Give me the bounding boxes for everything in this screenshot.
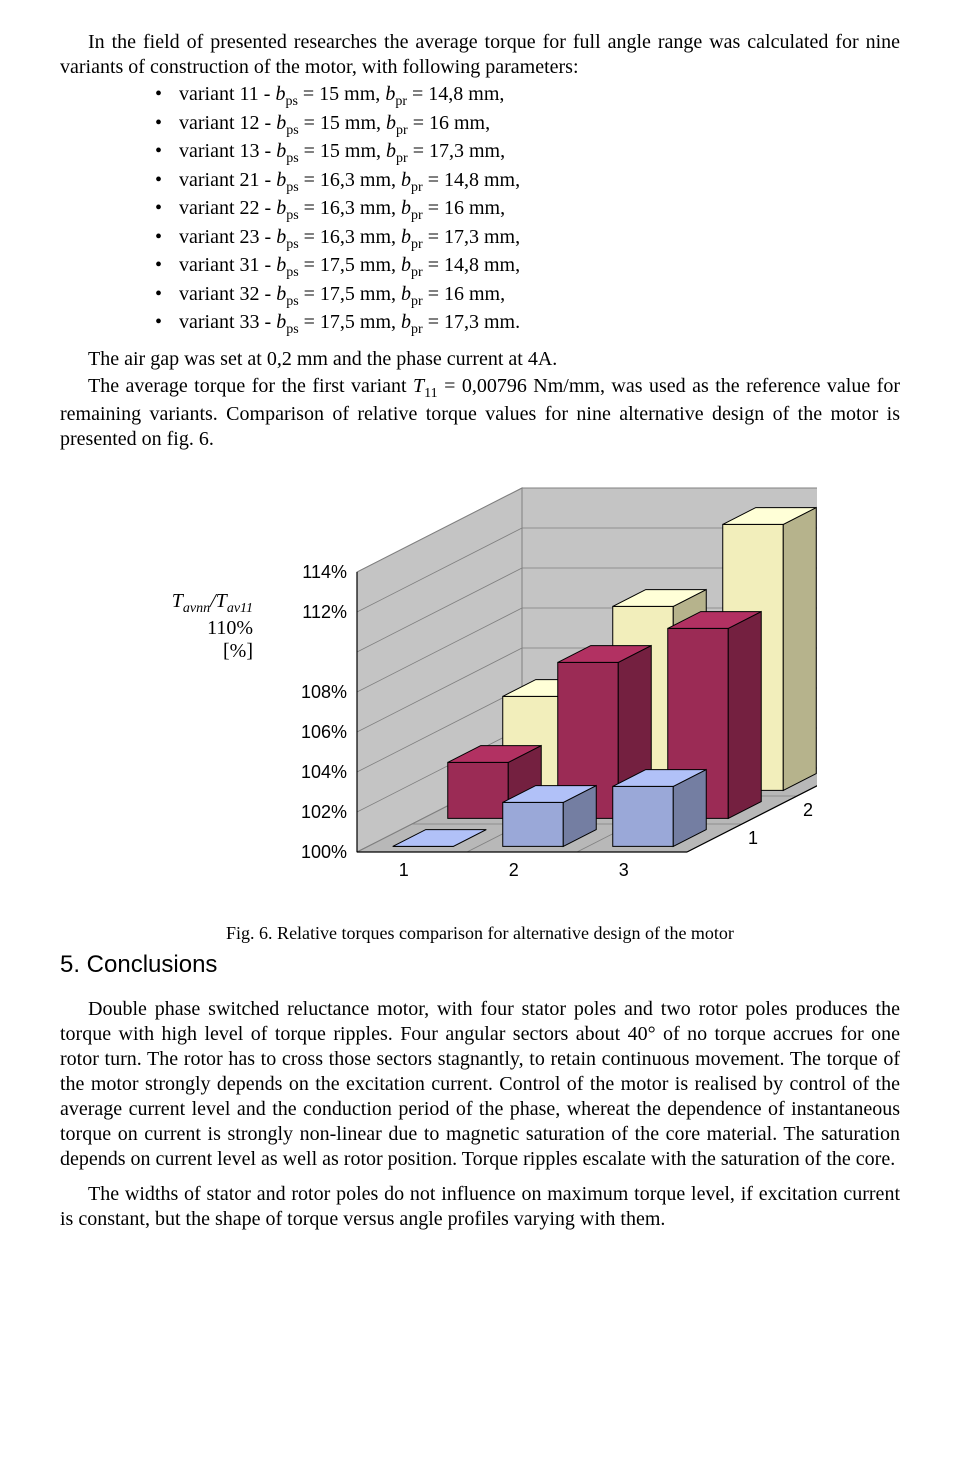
- page: In the field of presented researches the…: [0, 0, 960, 1274]
- svg-text:108%: 108%: [301, 682, 347, 702]
- svg-text:102%: 102%: [301, 802, 347, 822]
- bar3d-svg: 114%112%108%106%104%102%100%123123: [257, 482, 817, 912]
- variant-list-item: variant 21 - bps = 16,3 mm, bpr = 14,8 m…: [155, 168, 900, 197]
- svg-text:106%: 106%: [301, 722, 347, 742]
- figure-caption: Fig. 6. Relative torques comparison for …: [60, 922, 900, 945]
- figure-6: Tavnn/Tav11 110% [%] 114% 112% 108% 106% 104…: [60, 482, 900, 912]
- conclusions-p1: Double phase switched reluctance motor, …: [60, 997, 900, 1172]
- ref-var-T: T: [413, 375, 424, 397]
- variant-list-item: variant 23 - bps = 16,3 mm, bpr = 17,3 m…: [155, 225, 900, 254]
- svg-text:104%: 104%: [301, 762, 347, 782]
- conclusions-p2: The widths of stator and rotor poles do …: [60, 1182, 900, 1232]
- airgap-paragraph: The air gap was set at 0,2 mm and the ph…: [60, 347, 900, 372]
- chart-area: 114%112%108%106%104%102%100%123123: [257, 482, 817, 912]
- variant-list-item: variant 32 - bps = 17,5 mm, bpr = 16 mm,: [155, 282, 900, 311]
- intro-paragraph: In the field of presented researches the…: [60, 30, 900, 80]
- svg-text:100%: 100%: [301, 842, 347, 862]
- svg-text:1: 1: [748, 828, 758, 848]
- svg-text:112%: 112%: [302, 602, 347, 622]
- svg-text:1: 1: [399, 860, 409, 880]
- ref-text-a: The average torque for the first variant: [88, 375, 413, 397]
- svg-text:2: 2: [803, 800, 813, 820]
- axis-110: 110%: [207, 617, 253, 639]
- variant-list-item: variant 31 - bps = 17,5 mm, bpr = 14,8 m…: [155, 253, 900, 282]
- variant-list-item: variant 22 - bps = 16,3 mm, bpr = 16 mm,: [155, 196, 900, 225]
- svg-text:2: 2: [509, 860, 519, 880]
- variant-list-item: variant 33 - bps = 17,5 mm, bpr = 17,3 m…: [155, 310, 900, 339]
- variant-list-item: variant 12 - bps = 15 mm, bpr = 16 mm,: [155, 111, 900, 140]
- section-heading-conclusions: 5. Conclusions: [60, 951, 900, 979]
- variant-list: variant 11 - bps = 15 mm, bpr = 14,8 mm,…: [60, 82, 900, 339]
- variant-list-item: variant 13 - bps = 15 mm, bpr = 17,3 mm,: [155, 139, 900, 168]
- svg-text:114%: 114%: [302, 562, 347, 582]
- variant-list-item: variant 11 - bps = 15 mm, bpr = 14,8 mm,: [155, 82, 900, 111]
- svg-text:3: 3: [619, 860, 629, 880]
- ref-var-sub: 11: [424, 386, 437, 401]
- y-axis-label: Tavnn/Tav11 110% [%]: [143, 590, 257, 663]
- y-axis-unit: [%]: [223, 640, 253, 662]
- reference-paragraph: The average torque for the first variant…: [60, 374, 900, 453]
